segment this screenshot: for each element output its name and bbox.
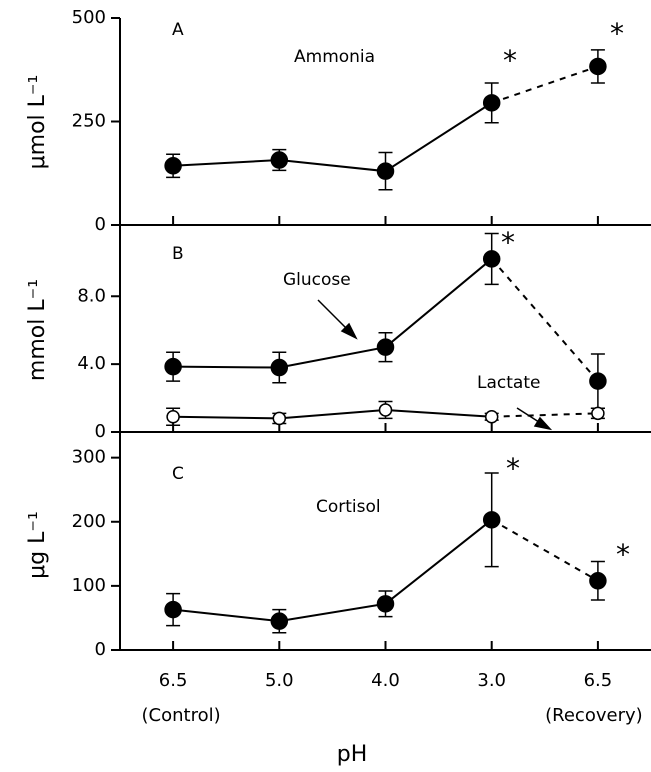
y-tick-label: 4.0 xyxy=(77,353,106,374)
data-point xyxy=(482,511,501,529)
y-tick-label: 250 xyxy=(72,111,106,132)
data-point xyxy=(378,403,393,417)
data-point xyxy=(272,411,287,426)
y-tick-label: 300 xyxy=(72,447,106,468)
series-label: Lactate xyxy=(477,373,540,393)
data-point xyxy=(376,162,395,180)
data-point xyxy=(376,338,395,356)
data-point xyxy=(484,409,499,424)
series-line xyxy=(172,519,493,623)
panel-name: Cortisol xyxy=(316,497,381,517)
significance-mark: * xyxy=(610,17,624,50)
y-tick-label: 100 xyxy=(72,575,106,596)
data-point xyxy=(270,612,289,630)
significance-mark: * xyxy=(616,538,630,571)
data-point xyxy=(482,94,501,112)
y-tick-label: 500 xyxy=(72,7,106,28)
panel-label: B xyxy=(172,244,184,264)
series-line xyxy=(173,102,493,173)
series-label: Glucose xyxy=(283,270,351,290)
x-tick-label: 3.0 xyxy=(477,670,506,691)
x-tick-note: (Control) xyxy=(142,705,221,726)
arrow-head xyxy=(533,416,553,431)
data-point xyxy=(376,595,395,613)
panel-name: Ammonia xyxy=(294,47,375,67)
panel-label: A xyxy=(172,20,184,40)
panel-label: C xyxy=(172,464,184,484)
arrow xyxy=(317,299,351,333)
series-line-recovery xyxy=(490,258,599,382)
y-tick-label: 0 xyxy=(95,214,106,235)
x-axis-label: pH xyxy=(337,742,368,767)
data-point xyxy=(164,357,182,376)
y-axis-label: μg L⁻¹ xyxy=(25,511,50,579)
series-line-recovery xyxy=(491,518,599,582)
y-tick-label: 0 xyxy=(95,421,106,442)
x-tick-label: 5.0 xyxy=(265,670,294,691)
y-tick-label: 8.0 xyxy=(77,285,106,306)
series-line-recovery xyxy=(491,412,598,418)
arrows xyxy=(317,299,553,431)
y-tick-label: 200 xyxy=(72,511,106,532)
y-axis-label: mmol L⁻¹ xyxy=(25,279,50,381)
data-point xyxy=(270,151,289,169)
data-point xyxy=(589,572,607,590)
data-point xyxy=(166,409,180,424)
data-point xyxy=(164,600,182,619)
data-point xyxy=(589,372,607,390)
arrow-head xyxy=(340,322,358,340)
data-point xyxy=(589,57,607,76)
data-point xyxy=(164,157,182,175)
x-tick-label: 6.5 xyxy=(584,670,613,691)
data-point xyxy=(591,406,605,421)
data-point xyxy=(482,250,501,268)
x-tick-label: 6.5 xyxy=(159,670,188,691)
series-line xyxy=(173,408,492,420)
data-point xyxy=(270,358,289,377)
significance-mark: * xyxy=(506,452,520,485)
series-line xyxy=(173,258,493,369)
significance-mark: * xyxy=(501,226,515,259)
x-tick-note: (Recovery) xyxy=(545,705,643,726)
y-axis-label: μmol L⁻¹ xyxy=(25,75,50,170)
x-tick-label: 4.0 xyxy=(371,670,400,691)
y-tick-label: 0 xyxy=(95,639,106,660)
significance-mark: * xyxy=(503,44,517,77)
